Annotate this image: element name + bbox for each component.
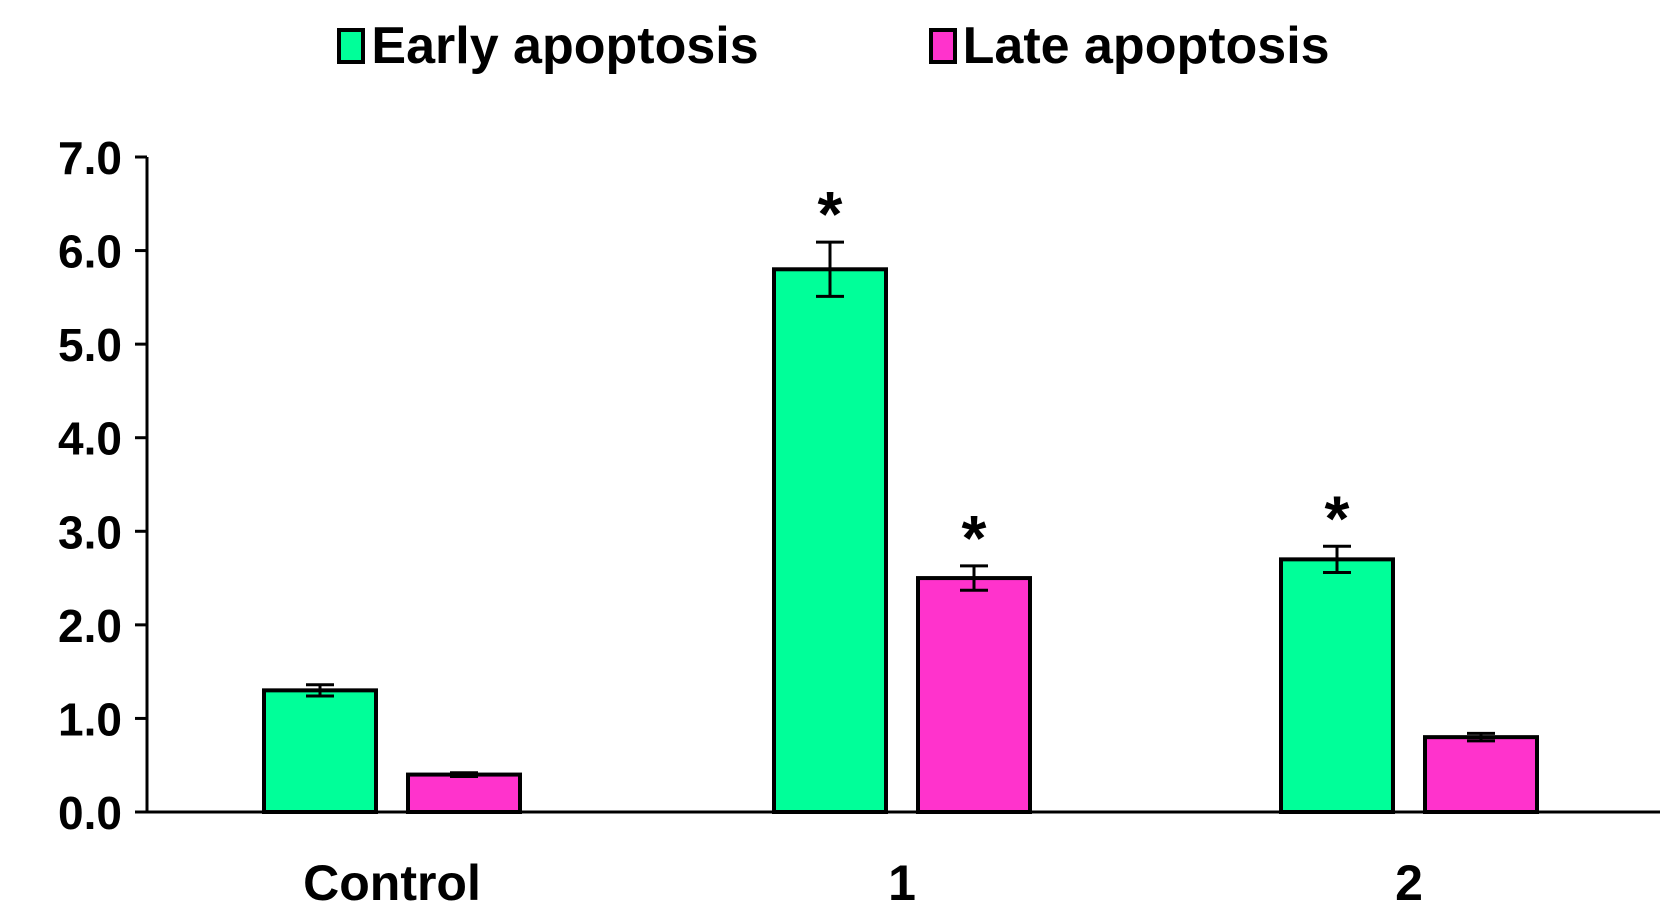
bar-late-control: [406, 772, 522, 814]
bar-early-control: [262, 688, 378, 814]
legend-label-early: Early apoptosis: [371, 17, 759, 75]
significance-marker: *: [818, 178, 843, 250]
x-tick-label: Control: [303, 855, 481, 911]
y-tick-label: 4.0: [58, 413, 122, 465]
legend-swatch-late: [928, 28, 957, 64]
y-tick-label: 3.0: [58, 506, 122, 558]
bar-late-2: [1423, 735, 1539, 815]
legend-label-late: Late apoptosis: [962, 17, 1330, 75]
y-tick-label: 2.0: [58, 600, 122, 652]
bar-early-2: [1279, 557, 1395, 814]
y-tick-label: 1.0: [58, 693, 122, 745]
x-tick-label: 1: [888, 855, 916, 911]
y-tick-label: 6.0: [58, 226, 122, 278]
legend-item-early: Early apoptosis: [337, 16, 759, 76]
x-tick-label: 2: [1395, 855, 1423, 911]
significance-marker: *: [962, 502, 987, 574]
legend-swatch-early: [337, 28, 366, 64]
bar-early-1: [772, 267, 888, 814]
legend: Early apoptosis Late apoptosis: [0, 6, 1667, 86]
y-tick-label: 5.0: [58, 319, 122, 371]
significance-marker: *: [1325, 482, 1350, 554]
y-tick-label: 7.0: [58, 132, 122, 184]
y-tick-label: 0.0: [58, 787, 122, 839]
legend-item-late: Late apoptosis: [928, 16, 1330, 76]
bar-late-1: [916, 576, 1032, 814]
